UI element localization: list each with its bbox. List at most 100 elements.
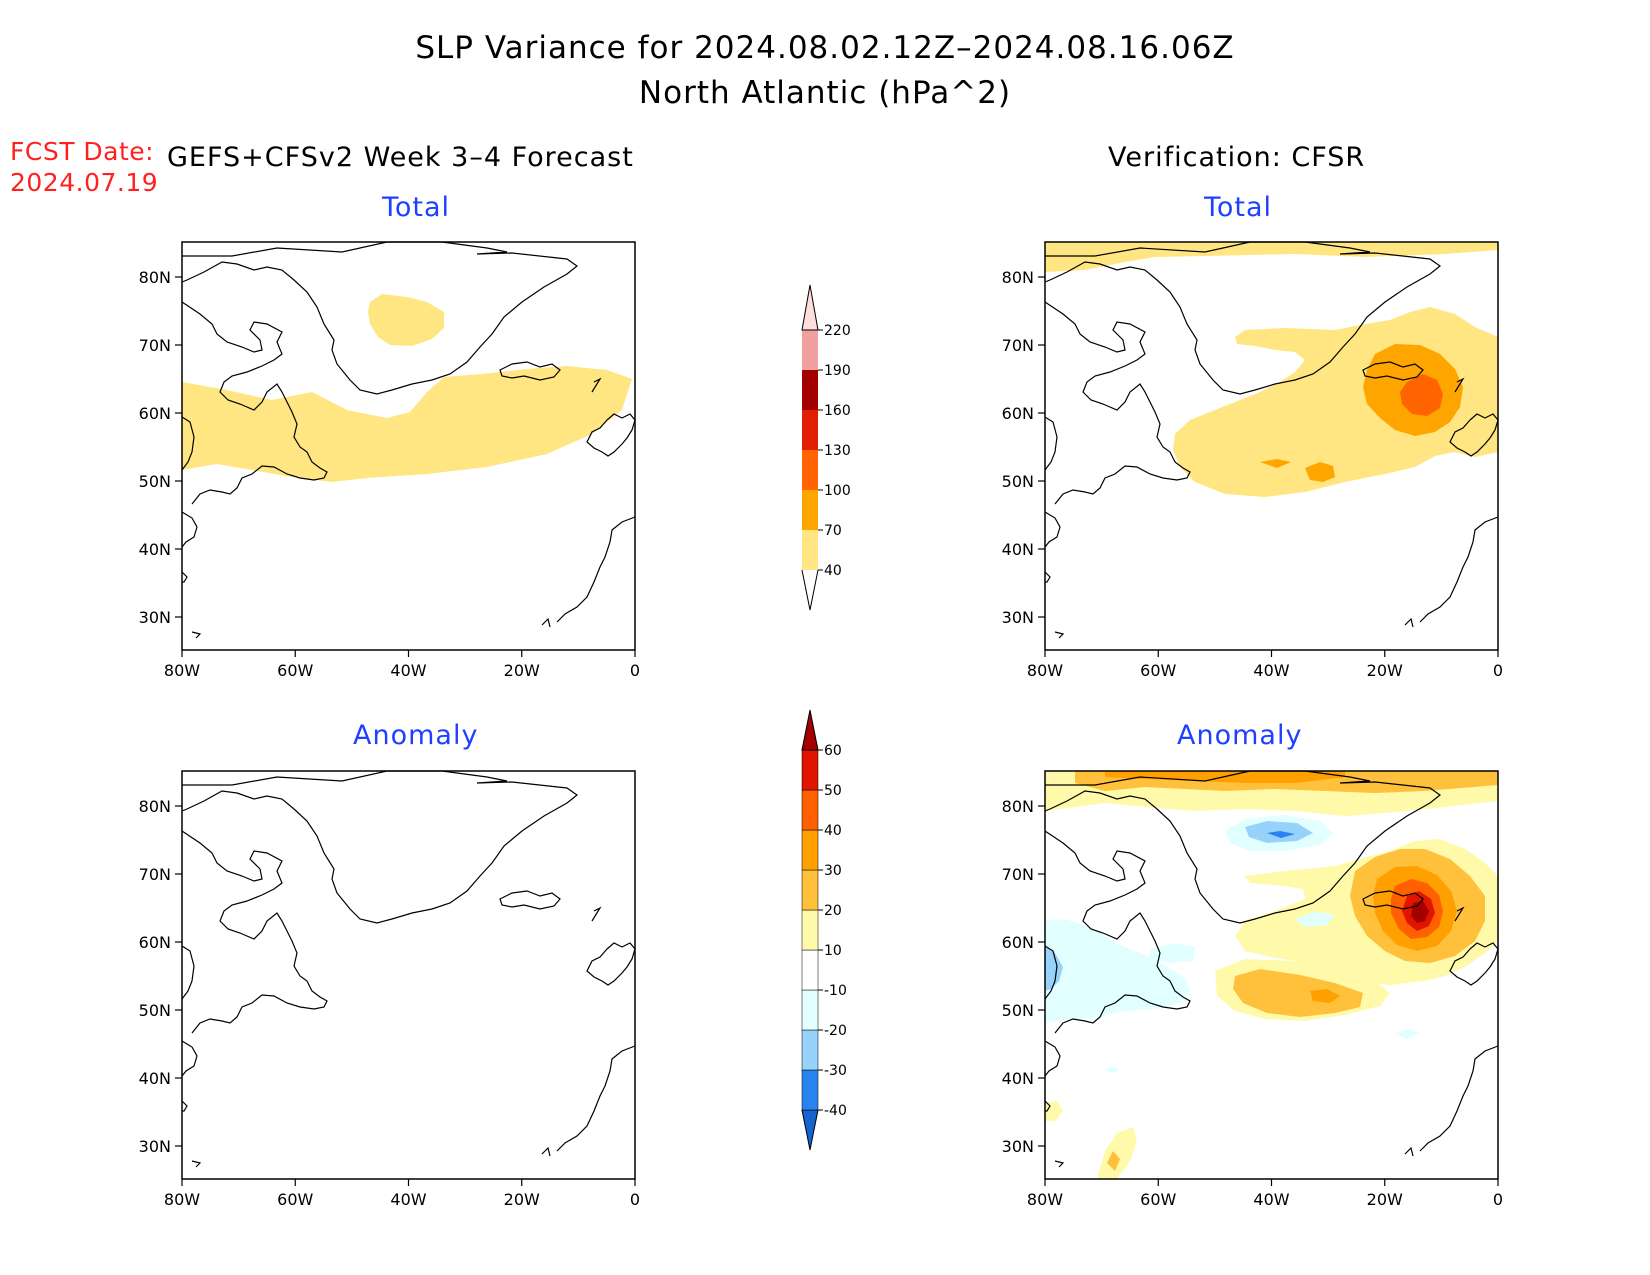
forecast-date: FCST Date: 2024.07.19 bbox=[10, 136, 158, 198]
lon-tick-label: 80W bbox=[164, 661, 200, 680]
colorbar-total-label: 100 bbox=[824, 483, 851, 499]
colorbar-anomaly-label: 60 bbox=[824, 743, 842, 759]
colorbar-anomaly-label: 30 bbox=[824, 863, 842, 879]
lon-tick-label: 0 bbox=[1493, 1190, 1503, 1209]
colorbar-total-bin bbox=[802, 490, 818, 530]
axes-panel-2: 30N 40N 50N 60N 70N 80N 80W 60W 40W 20W 0 bbox=[139, 797, 640, 1209]
shaded-variance-40-70 bbox=[182, 294, 632, 482]
colorbar-total-label: 220 bbox=[824, 323, 851, 339]
lon-tick-label: 60W bbox=[277, 661, 313, 680]
lat-tick-label: 50N bbox=[139, 472, 171, 491]
colorbar-total-label: 190 bbox=[824, 363, 851, 379]
forecast-date-value: 2024.07.19 bbox=[10, 168, 159, 197]
coastlines bbox=[1044, 770, 1499, 1168]
colorbar-anomaly-bin bbox=[801, 1029, 819, 1071]
colorbar-total-label: 40 bbox=[824, 563, 842, 579]
colorbar-anomaly-bin bbox=[801, 989, 819, 1031]
lat-tick-label: 80N bbox=[1002, 268, 1034, 287]
shaded-variance-verification bbox=[1045, 242, 1498, 497]
colorbar-anomaly: -40 -30 -20 -10 10 20 30 40 50 60 bbox=[801, 709, 847, 1151]
lat-tick-label: 40N bbox=[139, 1069, 171, 1088]
colorbar-anomaly-label: 20 bbox=[824, 903, 842, 919]
lat-tick-label: 70N bbox=[1002, 865, 1034, 884]
lon-tick-label: 20W bbox=[1367, 661, 1403, 680]
colorbar-total-bin bbox=[802, 530, 818, 570]
lat-tick-label: 50N bbox=[139, 1001, 171, 1020]
lat-tick-label: 30N bbox=[1002, 608, 1034, 627]
colorbar-total-bin bbox=[802, 410, 818, 450]
lon-tick-label: 40W bbox=[390, 1190, 426, 1209]
panel-title-forecast-anomaly: Anomaly bbox=[353, 720, 479, 751]
colorbar-anomaly-bin bbox=[801, 789, 819, 831]
colorbar-anomaly-bin bbox=[801, 1069, 819, 1111]
colorbar-anomaly-label: -30 bbox=[824, 1063, 847, 1079]
lat-tick-label: 70N bbox=[139, 865, 171, 884]
lon-tick-label: 40W bbox=[1253, 661, 1289, 680]
colorbar-total-top-extension bbox=[801, 284, 819, 331]
colorbar-anomaly-label: -40 bbox=[824, 1103, 847, 1119]
figure-title: SLP Variance for 2024.08.02.12Z–2024.08.… bbox=[415, 30, 1235, 66]
colorbar-anomaly-label: -10 bbox=[824, 983, 847, 999]
colorbar-anomaly-bin bbox=[801, 829, 819, 871]
lon-tick-label: 80W bbox=[164, 1190, 200, 1209]
lat-tick-label: 80N bbox=[139, 797, 171, 816]
lon-tick-label: 60W bbox=[1140, 1190, 1176, 1209]
lon-tick-label: 20W bbox=[504, 661, 540, 680]
lon-tick-label: 60W bbox=[277, 1190, 313, 1209]
forecast-date-label: FCST Date: bbox=[10, 137, 155, 166]
colorbar-total: 40 70 100 130 160 190 220 bbox=[801, 284, 851, 611]
colorbar-anomaly-label: -20 bbox=[824, 1023, 847, 1039]
lat-tick-label: 30N bbox=[139, 608, 171, 627]
lat-tick-label: 60N bbox=[139, 933, 171, 952]
lat-tick-label: 70N bbox=[139, 336, 171, 355]
lon-tick-label: 80W bbox=[1027, 661, 1063, 680]
colorbar-anomaly-label: 40 bbox=[824, 823, 842, 839]
shaded-anomaly-verification bbox=[1045, 771, 1498, 1179]
lon-tick-label: 40W bbox=[390, 661, 426, 680]
colorbar-total-label: 160 bbox=[824, 403, 851, 419]
lat-tick-label: 40N bbox=[1002, 1069, 1034, 1088]
figure-subtitle: North Atlantic (hPa^2) bbox=[638, 75, 1012, 111]
lon-tick-label: 0 bbox=[1493, 661, 1503, 680]
left-column-title: GEFS+CFSv2 Week 3–4 Forecast bbox=[167, 142, 634, 173]
lon-tick-label: 0 bbox=[630, 661, 640, 680]
axes-panel-3: 30N 40N 50N 60N 70N 80N 80W 60W 40W 20W 0 bbox=[1002, 797, 1503, 1209]
lat-tick-label: 50N bbox=[1002, 472, 1034, 491]
lat-tick-label: 70N bbox=[1002, 336, 1034, 355]
panel-title-verification-total: Total bbox=[1204, 192, 1273, 223]
right-column-title: Verification: CFSR bbox=[1108, 142, 1366, 173]
lon-tick-label: 20W bbox=[504, 1190, 540, 1209]
colorbar-total-label: 130 bbox=[824, 443, 851, 459]
colorbar-total-bin bbox=[802, 450, 818, 490]
lon-tick-label: 80W bbox=[1027, 1190, 1063, 1209]
colorbar-anomaly-bin bbox=[801, 949, 819, 991]
colorbar-anomaly-label: 50 bbox=[824, 783, 842, 799]
colorbar-anomaly-bin bbox=[801, 909, 819, 951]
colorbar-anomaly-bin bbox=[801, 749, 819, 791]
coastlines bbox=[181, 770, 636, 1168]
colorbar-anomaly-top-extension bbox=[801, 709, 819, 751]
lat-tick-label: 50N bbox=[1002, 1001, 1034, 1020]
lat-tick-label: 60N bbox=[1002, 404, 1034, 423]
panel-title-verification-anomaly: Anomaly bbox=[1177, 720, 1303, 751]
coastlines bbox=[181, 241, 636, 639]
colorbar-total-bin bbox=[802, 330, 818, 370]
colorbar-anomaly-bin bbox=[801, 869, 819, 911]
lat-tick-label: 80N bbox=[1002, 797, 1034, 816]
lon-tick-label: 0 bbox=[630, 1190, 640, 1209]
lat-tick-label: 30N bbox=[1002, 1137, 1034, 1156]
lon-tick-label: 60W bbox=[1140, 661, 1176, 680]
lat-tick-label: 30N bbox=[139, 1137, 171, 1156]
lat-tick-label: 60N bbox=[1002, 933, 1034, 952]
coastlines bbox=[1044, 241, 1499, 639]
lat-tick-label: 40N bbox=[139, 540, 171, 559]
colorbar-anomaly-bottom-extension bbox=[801, 1109, 819, 1151]
axes-panel-0: 30N 40N 50N 60N 70N 80N 80W 60W 40W 20W 0 bbox=[139, 268, 640, 680]
lat-tick-label: 60N bbox=[139, 404, 171, 423]
lat-tick-label: 40N bbox=[1002, 540, 1034, 559]
